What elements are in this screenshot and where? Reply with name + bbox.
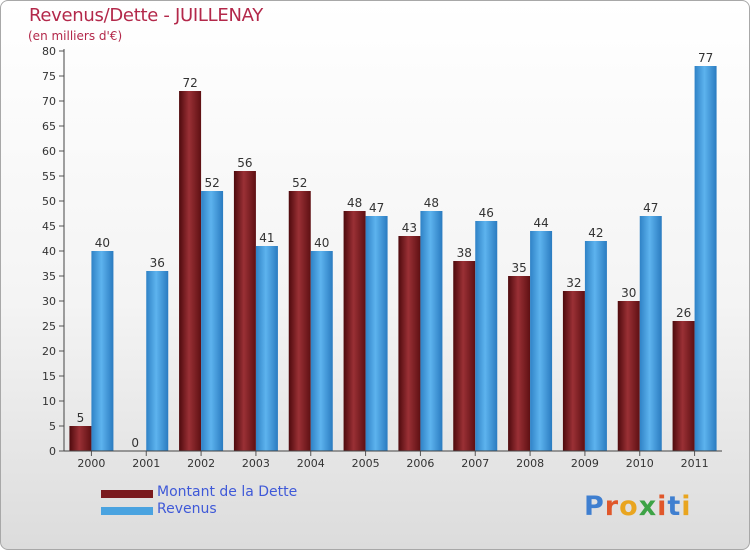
y-tick-label: 80 (42, 45, 56, 58)
data-label: 38 (457, 246, 472, 260)
x-tick-label: 2010 (626, 457, 654, 470)
x-tick-label: 2011 (681, 457, 709, 470)
bar-revenus-2002 (201, 191, 224, 451)
x-tick-label: 2000 (77, 457, 105, 470)
bar-dette-2000 (69, 426, 92, 451)
chart-title: Revenus/Dette - JUILLENAY (29, 5, 263, 26)
x-tick-label: 2002 (187, 457, 215, 470)
data-label: 52 (204, 176, 219, 190)
bar-revenus-2007 (475, 221, 498, 451)
data-label: 0 (131, 436, 139, 450)
bar-dette-2010 (617, 301, 640, 451)
logo-letter: i (681, 491, 692, 522)
data-label: 46 (479, 206, 494, 220)
data-label: 35 (511, 261, 526, 275)
data-label: 42 (588, 226, 603, 240)
data-label: 47 (643, 201, 658, 215)
y-tick-label: 20 (42, 345, 56, 358)
x-tick-label: 2001 (132, 457, 160, 470)
logo-letter: P (584, 491, 605, 522)
data-label: 77 (698, 51, 713, 65)
y-tick-label: 50 (42, 195, 56, 208)
bar-revenus-2003 (255, 246, 278, 451)
bar-dette-2002 (179, 91, 202, 451)
logo-letter: o (619, 491, 639, 522)
data-label: 26 (676, 306, 691, 320)
logo-letter: r (604, 491, 620, 522)
y-tick-label: 40 (42, 245, 56, 258)
y-tick-label: 0 (49, 445, 56, 458)
bar-dette-2005 (343, 211, 366, 451)
bar-dette-2011 (672, 321, 695, 451)
data-label: 32 (566, 276, 581, 290)
y-tick-label: 30 (42, 295, 56, 308)
bar-dette-2004 (288, 191, 311, 451)
data-label: 72 (182, 76, 197, 90)
x-tick-label: 2003 (242, 457, 270, 470)
legend-label-dette: Montant de la Dette (157, 484, 298, 500)
logo-letter: i (657, 491, 668, 522)
y-tick-label: 60 (42, 145, 56, 158)
y-tick-label: 45 (42, 220, 56, 233)
y-tick-label: 5 (49, 420, 56, 433)
data-label: 52 (292, 176, 307, 190)
logo-letter: t (667, 491, 682, 522)
bar-revenus-2006 (420, 211, 443, 451)
bar-revenus-2004 (310, 251, 333, 451)
chart-subtitle: (en milliers d'€) (28, 29, 123, 43)
y-tick-label: 10 (42, 395, 56, 408)
x-tick-label: 2009 (571, 457, 599, 470)
y-tick-label: 15 (42, 370, 56, 383)
y-tick-label: 35 (42, 270, 56, 283)
x-tick-label: 2006 (406, 457, 434, 470)
bar-revenus-2008 (530, 231, 553, 451)
data-label: 47 (369, 201, 384, 215)
data-label: 56 (237, 156, 252, 170)
y-tick-label: 55 (42, 170, 56, 183)
legend-swatch-revenus (101, 507, 153, 515)
data-label: 44 (533, 216, 548, 230)
bar-revenus-2009 (584, 241, 607, 451)
data-label: 30 (621, 286, 636, 300)
bar-revenus-2010 (639, 216, 662, 451)
y-tick-label: 25 (42, 320, 56, 333)
x-tick-label: 2007 (461, 457, 489, 470)
data-label: 41 (259, 231, 274, 245)
data-label: 36 (150, 256, 165, 270)
bar-dette-2006 (398, 236, 421, 451)
x-tick-label: 2005 (352, 457, 380, 470)
data-label: 43 (402, 221, 417, 235)
data-label: 40 (314, 236, 329, 250)
data-label: 5 (77, 411, 85, 425)
data-label: 40 (95, 236, 110, 250)
data-label: 48 (347, 196, 362, 210)
bar-revenus-2001 (146, 271, 169, 451)
legend-label-revenus: Revenus (157, 501, 217, 517)
x-tick-label: 2004 (297, 457, 325, 470)
proxiti-logo[interactable]: Proxiti (584, 491, 692, 522)
bar-dette-2003 (233, 171, 256, 451)
y-tick-label: 70 (42, 95, 56, 108)
logo-letter: x (638, 491, 658, 522)
bar-revenus-2005 (365, 216, 388, 451)
bar-dette-2007 (453, 261, 476, 451)
x-tick-label: 2008 (516, 457, 544, 470)
y-tick-label: 75 (42, 70, 56, 83)
y-tick-label: 65 (42, 120, 56, 133)
bar-revenus-2011 (694, 66, 717, 451)
bar-revenus-2000 (91, 251, 114, 451)
bar-dette-2009 (562, 291, 585, 451)
bar-dette-2008 (508, 276, 531, 451)
data-label: 48 (424, 196, 439, 210)
legend-swatch-dette (101, 490, 153, 498)
